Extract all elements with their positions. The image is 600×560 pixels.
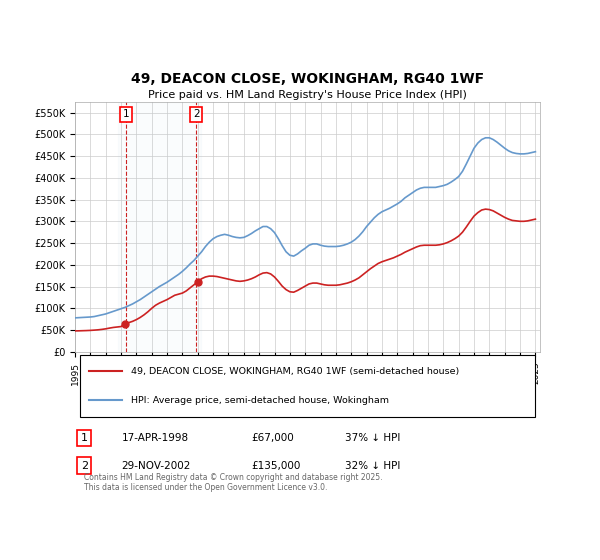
Text: 29-NOV-2002: 29-NOV-2002 [121, 461, 191, 471]
Text: £135,000: £135,000 [252, 461, 301, 471]
Text: 17-APR-1998: 17-APR-1998 [121, 433, 188, 443]
Bar [118, 102, 201, 352]
Text: £67,000: £67,000 [252, 433, 295, 443]
Text: 49, DEACON CLOSE, WOKINGHAM, RG40 1WF (semi-detached house): 49, DEACON CLOSE, WOKINGHAM, RG40 1WF (s… [131, 367, 459, 376]
FancyBboxPatch shape [80, 355, 535, 417]
Text: 1: 1 [81, 433, 88, 443]
Text: Price paid vs. HM Land Registry's House Price Index (HPI): Price paid vs. HM Land Registry's House … [148, 90, 467, 100]
Text: 1: 1 [122, 109, 129, 119]
Text: 2: 2 [193, 109, 200, 119]
Text: HPI: Average price, semi-detached house, Wokingham: HPI: Average price, semi-detached house,… [131, 395, 389, 404]
Text: 2: 2 [81, 461, 88, 471]
Text: Contains HM Land Registry data © Crown copyright and database right 2025.
This d: Contains HM Land Registry data © Crown c… [84, 473, 383, 492]
Text: 37% ↓ HPI: 37% ↓ HPI [344, 433, 400, 443]
Text: 49, DEACON CLOSE, WOKINGHAM, RG40 1WF: 49, DEACON CLOSE, WOKINGHAM, RG40 1WF [131, 72, 484, 86]
Text: 32% ↓ HPI: 32% ↓ HPI [344, 461, 400, 471]
